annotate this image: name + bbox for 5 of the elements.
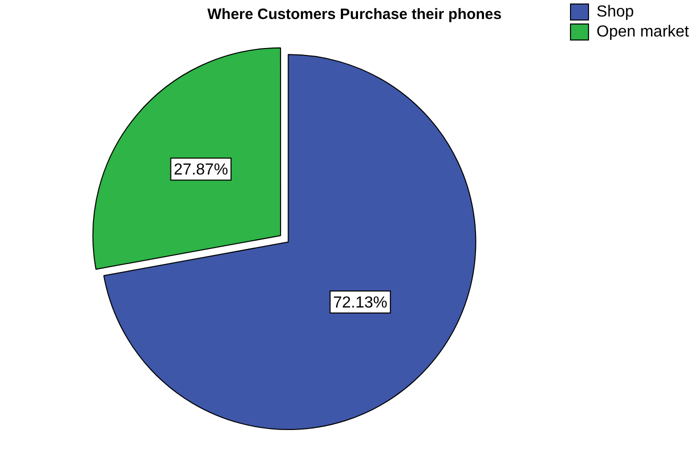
- chart-title: Where Customers Purchase their phones: [207, 6, 502, 24]
- legend-label: Open market: [596, 23, 690, 40]
- data-label: 72.13%: [333, 294, 388, 312]
- legend-label: Shop: [596, 3, 634, 20]
- data-label: 27.87%: [174, 162, 228, 179]
